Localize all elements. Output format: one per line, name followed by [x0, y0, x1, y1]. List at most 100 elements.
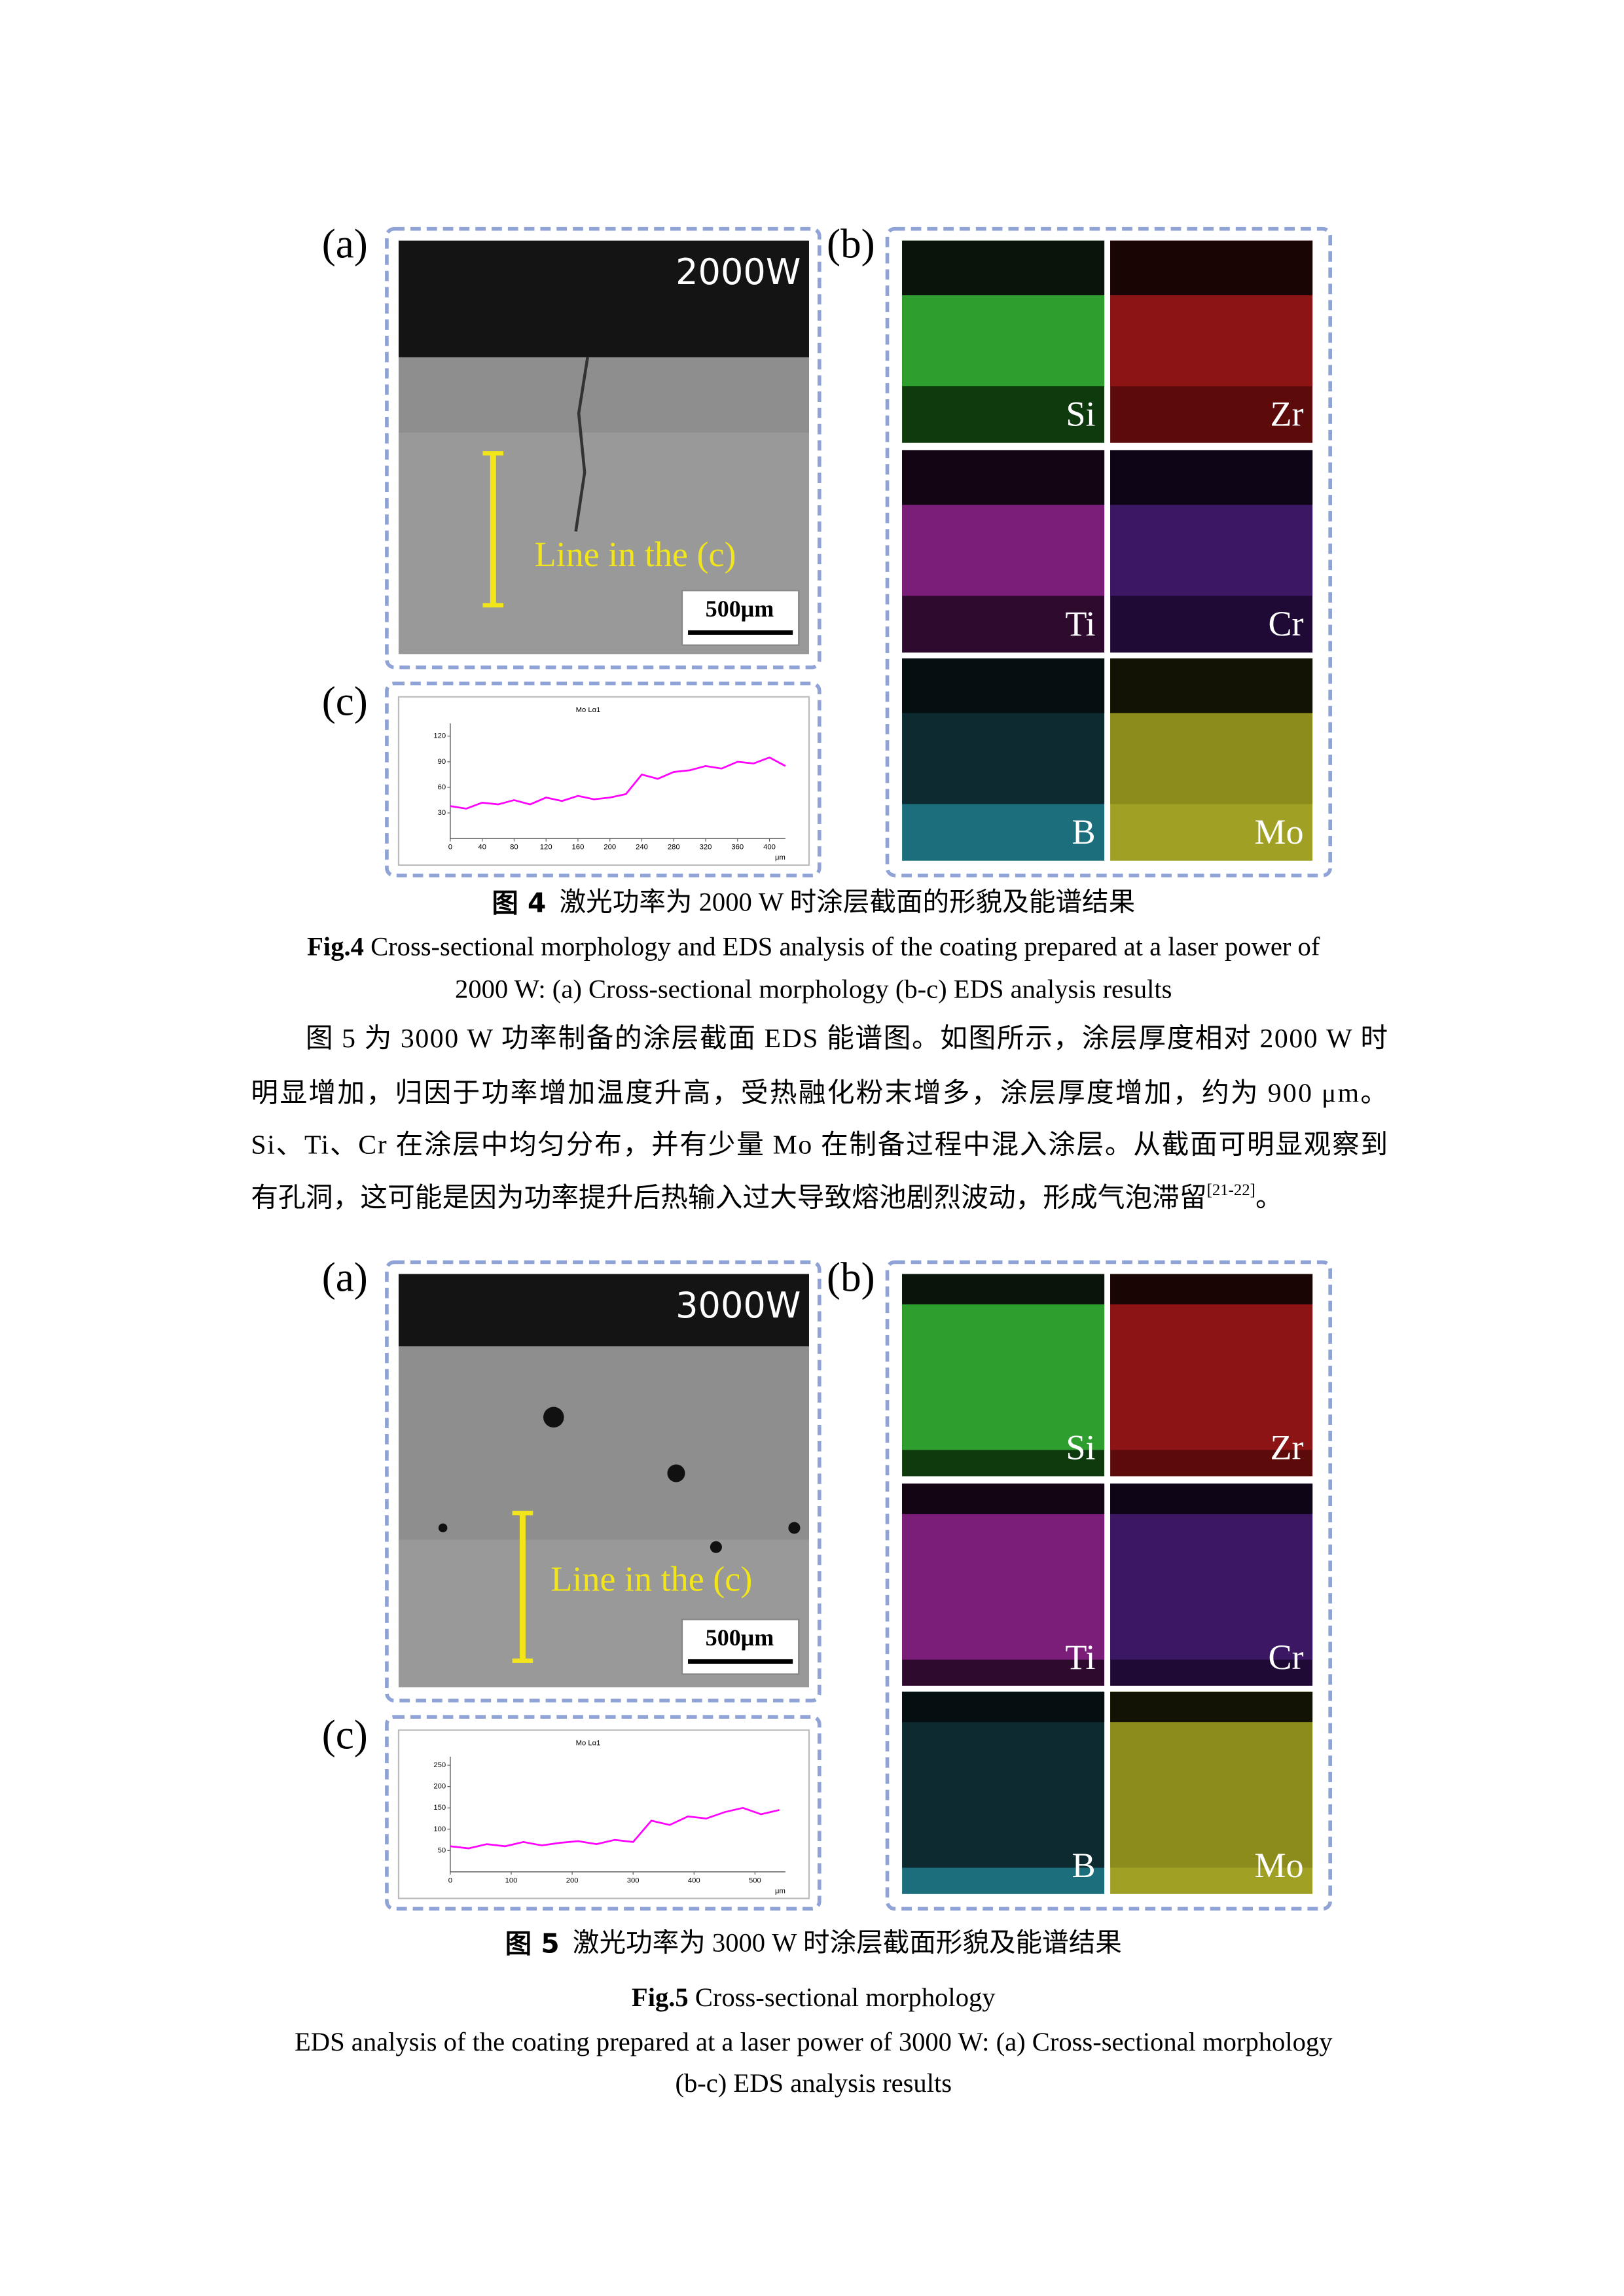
line-chart: Mo Lα1 30 60 90 120 0 40 80 120 160 200 240 280 320 36… — [397, 696, 810, 866]
panel-label: (b) — [827, 221, 875, 266]
caption-line: (b-c) EDS analysis results — [675, 2068, 952, 2098]
x-tick-label: 0 — [448, 844, 452, 852]
paragraph-end: 。 — [1255, 1183, 1283, 1213]
y-tick-label: 120 — [433, 732, 446, 740]
x-tick-label: 200 — [604, 844, 616, 852]
element-label: Ti — [1065, 1638, 1095, 1677]
eds-top — [902, 1691, 1105, 1723]
y-tick-label: 90 — [438, 758, 446, 766]
eds-top — [902, 1274, 1105, 1304]
x-tick-label: 160 — [572, 844, 585, 852]
element-label: Cr — [1268, 604, 1303, 643]
panel-label: (a) — [322, 1254, 368, 1300]
x-tick-label: 120 — [540, 844, 552, 852]
element-label: Cr — [1268, 1638, 1303, 1677]
paragraph-line: 有孔洞，这可能是因为功率提升后热输入过大导致熔池剧烈波动，形成气泡滞留[21-2… — [251, 1181, 1282, 1213]
eds-top — [902, 1483, 1105, 1515]
scale-bar-label: 500μm — [706, 1624, 774, 1651]
paragraph-text: 有孔洞，这可能是因为功率提升后热输入过大导致熔池剧烈波动，形成气泡滞留 — [251, 1182, 1206, 1213]
chart-box — [397, 696, 810, 866]
paragraph-line: 明显增加，归因于功率增加温度升高，受热融化粉末增多，涂层厚度增加，约为 900 … — [251, 1077, 1388, 1108]
caption-label: 图 4 — [492, 888, 546, 919]
scale-bar-box — [681, 1619, 800, 1675]
dashed-frame — [885, 226, 1332, 878]
element-label: Si — [1066, 395, 1095, 434]
caption-space — [364, 932, 370, 961]
x-tick-label: 200 — [566, 1876, 579, 1884]
caption-en: EDS analysis of the coating prepared at … — [295, 2027, 1333, 2056]
power-label: 2000W — [676, 251, 801, 293]
pore — [438, 1523, 448, 1533]
figure: (a) (b) (c) 2000W Line in the (c) 500μm Si Zr Ti… — [322, 221, 1332, 878]
chart-title: Mo Lα1 — [576, 706, 601, 714]
x-unit: μm — [775, 1887, 785, 1895]
caption-label: Fig.5 — [632, 1982, 689, 2012]
element-label: Mo — [1254, 1846, 1303, 1885]
eds-top — [902, 658, 1105, 713]
element-label: Zr — [1270, 1428, 1303, 1467]
x-tick-label: 500 — [749, 1876, 761, 1884]
x-tick-label: 280 — [668, 844, 680, 852]
caption-space — [689, 1982, 695, 2012]
paragraph-text: Si、Ti、Cr 在涂层中均匀分布，并有少量 Mo 在制备过程中混入涂层。从截面… — [251, 1129, 1388, 1160]
eds-top — [1110, 658, 1313, 713]
pore — [788, 1522, 801, 1534]
element-label: B — [1072, 812, 1095, 852]
caption-space — [546, 888, 559, 917]
sem-resin — [398, 1274, 809, 1347]
x-tick-label: 400 — [763, 844, 776, 852]
panel-label: (c) — [322, 1712, 368, 1757]
x-tick-label: 240 — [636, 844, 648, 852]
dashed-frame — [385, 1260, 821, 1703]
paragraph-line: 图 5 为 3000 W 功率制备的涂层截面 EDS 能谱图。如图所示，涂层厚度… — [306, 1023, 1388, 1054]
y-tick-label: 150 — [433, 1804, 446, 1812]
caption-label: 图 5 — [505, 1928, 560, 1960]
x-tick-label: 0 — [448, 1876, 452, 1884]
eds-top — [1110, 1274, 1313, 1304]
scale-bar — [688, 1659, 793, 1664]
caption-cn: 图 4 激光功率为 2000 W 时涂层截面的形貌及能谱结果 — [492, 888, 1135, 919]
crack — [574, 357, 589, 532]
caption-en: 2000 W: (a) Cross-sectional morphology (… — [455, 975, 1172, 1004]
citation: [21-22] — [1207, 1181, 1255, 1199]
scale-bar-label: 500μm — [706, 596, 774, 622]
eds-top — [1110, 450, 1313, 505]
y-tick-label: 30 — [438, 809, 446, 817]
caption-space — [560, 1928, 573, 1958]
sem-resin — [398, 240, 809, 357]
caption-text: 激光功率为 2000 W 时涂层截面的形貌及能谱结果 — [560, 888, 1136, 917]
paragraph-text: 图 5 为 3000 W 功率制备的涂层截面 EDS 能谱图。如图所示，涂层厚度… — [306, 1023, 1388, 1054]
element-label: Si — [1066, 1428, 1095, 1467]
y-tick-label: 250 — [433, 1761, 446, 1769]
eds-top — [1110, 1691, 1313, 1723]
y-tick-label: 60 — [438, 783, 446, 791]
panel-label: (b) — [827, 1254, 875, 1300]
eds-top — [902, 450, 1105, 505]
x-tick-label: 320 — [700, 844, 712, 852]
x-tick-label: 400 — [688, 1876, 700, 1884]
element-label: Ti — [1065, 604, 1095, 643]
eds-top — [1110, 240, 1313, 296]
x-tick-label: 80 — [510, 844, 518, 852]
y-tick-label: 100 — [433, 1825, 446, 1833]
x-unit: μm — [775, 853, 785, 861]
caption-line: Cross-sectional morphology — [695, 1982, 996, 2012]
caption-en: (b-c) EDS analysis results — [675, 2068, 952, 2098]
caption-cn: 图 5 激光功率为 3000 W 时涂层截面形貌及能谱结果 — [505, 1928, 1122, 1960]
element-label: Mo — [1254, 812, 1303, 852]
caption-en: Fig.4 Cross-sectional morphology and EDS… — [307, 932, 1320, 961]
data-line — [450, 756, 786, 810]
y-tick-label: 50 — [438, 1846, 446, 1854]
pore — [710, 1541, 722, 1553]
line-label: Line in the (c) — [534, 535, 736, 574]
panel-label: (c) — [322, 679, 368, 725]
caption-en: Fig.5 Cross-sectional morphology — [632, 1982, 996, 2012]
x-tick-label: 100 — [505, 1876, 518, 1884]
caption-label: Fig.4 — [307, 932, 364, 961]
scale-bar-box — [681, 590, 800, 646]
power-label: 3000W — [676, 1285, 801, 1326]
